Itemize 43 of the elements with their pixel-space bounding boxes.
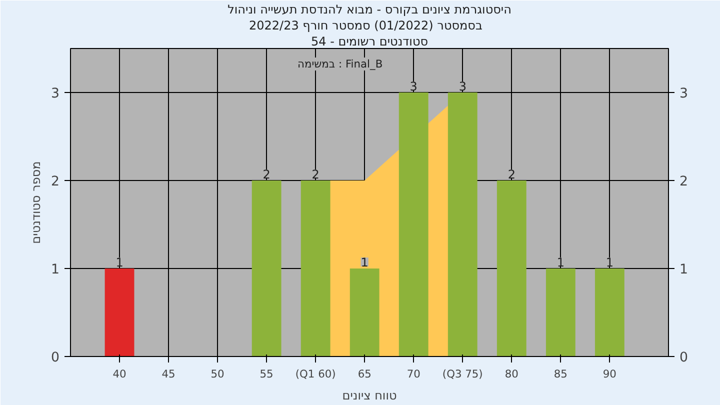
bar	[448, 92, 478, 356]
y2-tick-label: 2	[680, 174, 688, 190]
y-tick-label: 3	[51, 86, 60, 102]
x-axis-title: טווח ציונים	[342, 388, 397, 402]
bar	[594, 268, 624, 356]
data-label: 2	[312, 168, 320, 182]
x-tick-label: 90	[602, 368, 617, 380]
x-tick-label: 55	[260, 368, 274, 380]
x-tick-label: (Q1 60)	[295, 368, 336, 380]
y2-tick-label: 3	[680, 86, 688, 102]
x-tick-label: 50	[210, 368, 225, 380]
bar	[104, 268, 134, 356]
x-tick-label: 80	[504, 368, 519, 380]
chart-title: היסטוגרמת ציונים בקורס - מבוא להנדסת תעשייה וניהול	[228, 2, 512, 16]
x-tick-label: (Q3 75)	[442, 368, 483, 380]
data-label: 1	[556, 256, 564, 270]
y2-tick-label: 1	[680, 262, 688, 278]
bar	[252, 180, 282, 356]
data-label: 1	[606, 256, 614, 270]
y-tick-label: 0	[51, 350, 60, 366]
y-tick-label: 2	[51, 174, 60, 190]
bar	[496, 180, 526, 356]
data-label: 2	[262, 168, 270, 182]
text: סטודנטים רשומים - 54	[310, 34, 428, 48]
y-tick-label: 1	[51, 262, 60, 278]
x-tick-label: 45	[162, 368, 176, 380]
annotation: במשימה : Final_B	[298, 58, 383, 70]
data-label: 1	[116, 256, 124, 270]
x-tick-label: 65	[358, 368, 372, 380]
bar	[398, 92, 428, 356]
x-tick-label: 70	[406, 368, 421, 380]
x-tick-label: 85	[554, 368, 568, 380]
y2-tick-label: 0	[680, 350, 688, 366]
data-label: 1	[360, 256, 368, 270]
data-label: 2	[508, 168, 516, 182]
data-label: 3	[410, 80, 418, 94]
bar	[546, 268, 576, 356]
x-tick-label: 40	[112, 368, 127, 380]
y-axis-title: מספר סטודנטים	[29, 161, 44, 244]
bar	[350, 268, 380, 356]
text: בסמסטר (01/2022) סמסטר חורף 2022/23	[248, 18, 482, 32]
data-label: 3	[458, 80, 466, 94]
bar	[300, 180, 330, 356]
